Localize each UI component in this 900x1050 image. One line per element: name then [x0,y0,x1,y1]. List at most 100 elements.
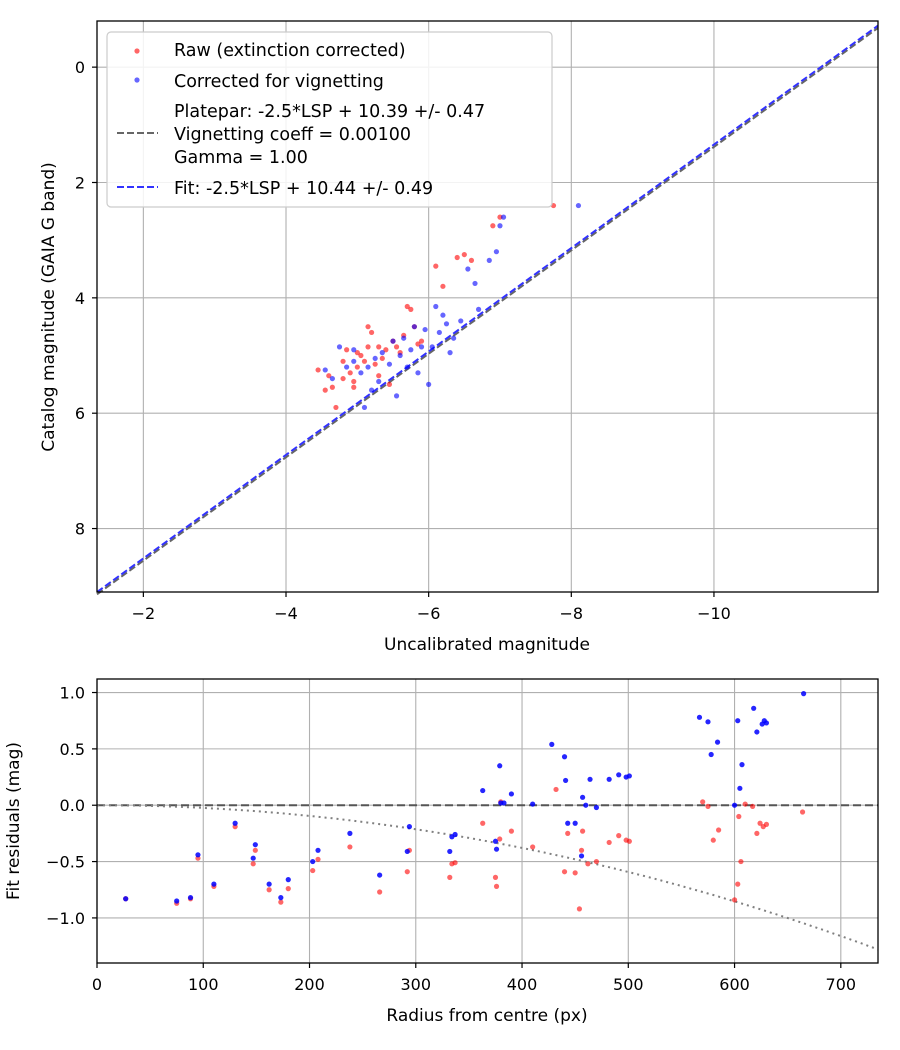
raw-residual-point [736,813,742,820]
corrected-point [401,335,407,341]
top-fit-lines [96,24,879,596]
corrected-point [447,350,453,356]
raw-residual-point [576,906,583,912]
raw-point [344,347,350,353]
raw-residual-point [757,820,763,826]
raw-point [358,352,364,359]
corrected-point [365,364,371,370]
corrected-point [344,364,350,370]
legend-platepar-line2: Vignetting coeff = 0.00100 [174,125,411,145]
top-x-tick-label: −4 [274,604,298,623]
corrected-residual-point [561,754,568,760]
corrected-residual-point [739,762,745,768]
raw-point [340,358,346,364]
raw-point [333,404,339,411]
raw-point [386,381,393,387]
corrected-point [426,381,432,387]
bottom-y-tick-label: −0.5 [46,853,85,872]
corrected-residual-point [572,820,578,826]
corrected-residual-point [593,804,600,811]
top-x-tick-label: −8 [560,604,584,623]
raw-point [461,251,467,258]
raw-residual-point [508,828,515,834]
corrected-point [361,404,368,411]
corrected-residual-point [187,895,194,901]
bottom-x-tick-label: 700 [826,975,857,994]
corrected-point [404,364,410,370]
raw-point [379,355,385,362]
raw-point [408,306,414,312]
corrected-point [358,370,364,376]
raw-residual-point [593,858,600,865]
raw-point [433,263,439,269]
raw-residual-point [616,833,622,839]
bottom-x-tick-label: 100 [188,975,219,994]
corrected-residual-point [563,777,569,784]
bottom-reference-lines [97,804,879,951]
corrected-point [475,306,482,312]
corrected-point [376,378,382,385]
raw-point [404,303,410,310]
raw-residual-point [578,847,585,853]
corrected-residual-point [404,848,410,855]
corrected-point [322,367,328,373]
corrected-point [408,347,414,353]
raw-point [354,350,360,356]
raw-residual-point [738,858,744,865]
corrected-point [390,338,396,344]
corrected-point [497,223,503,229]
raw-point [351,384,357,390]
legend-box [106,31,553,208]
raw-point [354,364,360,370]
corrected-residual-point [587,776,593,782]
bottom-x-axis-label: Radius from centre (px) [386,1006,587,1026]
corrected-residual-point [696,714,703,720]
corrected-point [486,257,492,263]
corrected-residual-point [714,739,721,745]
corrected-point [575,202,582,209]
raw-residual-point [493,883,500,889]
bottom-x-tick-label: 500 [613,975,644,994]
top-y-tick-label: 2 [75,173,85,192]
corrected-point [336,344,343,350]
bottom-plot-frame [96,678,879,964]
bottom-x-tick-label: 0 [92,975,102,994]
corrected-point [500,214,507,220]
corrected-residual-point [493,846,500,852]
raw-point [351,378,357,385]
raw-residual-point [480,820,486,826]
corrected-point [411,324,417,330]
corrected-residual-point [452,831,458,838]
raw-residual-point [347,844,353,850]
corrected-point [433,303,439,310]
corrected-residual-point [606,776,612,782]
bottom-y-axis-label: Fit residuals (mag) [4,742,24,900]
raw-residual-point [530,844,536,850]
raw-residual-point [716,827,722,833]
corrected-point [415,370,421,376]
corrected-residual-point [497,763,503,769]
raw-residual-point [705,803,711,809]
corrected-residual-point [705,719,711,725]
raw-residual-point [626,838,632,844]
corrected-point [422,326,428,333]
corrected-point [351,358,357,364]
top-y-tick-label: 6 [75,404,85,423]
bottom-scatter-points [123,691,807,912]
corrected-point [429,344,435,350]
fit-line [96,24,879,593]
raw-residual-point [735,881,741,887]
corrected-residual-point [492,838,499,844]
corrected-residual-point [174,898,180,904]
bottom-y-tick-label: −1.0 [46,909,85,928]
top-scatter-points [315,202,582,411]
corrected-residual-point [266,881,272,887]
corrected-point [393,393,400,399]
corrected-residual-point [347,830,353,836]
bottom-y-tick-label: 0.0 [60,796,85,815]
raw-point [322,387,328,393]
raw-residual-point [561,869,568,875]
raw-residual-point [731,897,738,903]
raw-residual-point [763,821,770,827]
corrected-residual-point [735,718,741,724]
